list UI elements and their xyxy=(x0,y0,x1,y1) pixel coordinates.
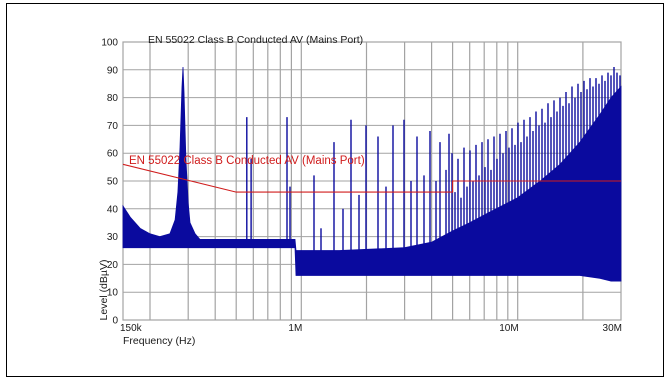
y-tick-label: 100 xyxy=(101,38,118,49)
chart-frame xyxy=(6,3,664,377)
trace-band xyxy=(122,66,622,282)
y-tick-label: 50 xyxy=(107,177,119,188)
chart-title: EN 55022 Class B Conducted AV (Mains Por… xyxy=(148,34,363,46)
y-tick-label: 30 xyxy=(107,232,119,243)
measurement-trace xyxy=(122,66,622,282)
y-tick-label: 10 xyxy=(107,288,119,299)
y-tick-label: 60 xyxy=(107,149,119,160)
y-tick-label: 40 xyxy=(107,204,119,215)
y-tick-label: 20 xyxy=(107,260,119,271)
y-tick-label: 80 xyxy=(107,93,119,104)
limit-line-label: EN 55022 Class B Conducted AV (Mains Por… xyxy=(129,155,365,167)
x-axis-title: Frequency (Hz) xyxy=(123,335,195,347)
x-tick-label: 30M xyxy=(603,323,622,334)
x-tick-label: 150k xyxy=(120,323,143,334)
y-axis-title: Level (dBµV) xyxy=(98,260,110,321)
x-tick-label: 1M xyxy=(288,323,302,334)
y-tick-label: 0 xyxy=(112,316,118,327)
limit-layer xyxy=(122,163,621,193)
y-tick-label: 90 xyxy=(107,65,119,76)
y-tick-label: 70 xyxy=(107,121,119,132)
limit-line xyxy=(122,163,621,193)
x-tick-label: 10M xyxy=(499,323,518,334)
